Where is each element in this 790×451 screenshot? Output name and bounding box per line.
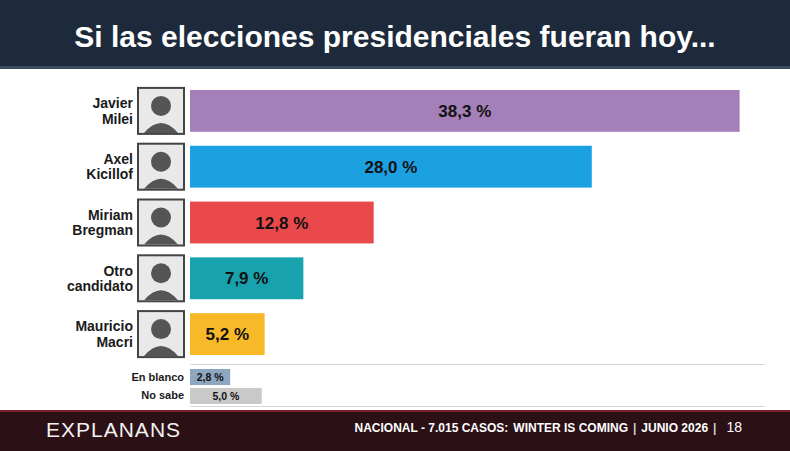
- bar: [190, 257, 303, 299]
- data-labels: 38,3 % 28,0 % 12,8 % 7,9 % 5,2 %: [206, 102, 492, 344]
- candidate-photo: [138, 144, 184, 190]
- footer-part: JUNIO 2026: [641, 421, 708, 435]
- photo-body: [144, 179, 178, 189]
- bars: [190, 90, 740, 355]
- category-label-line: Otro: [103, 263, 133, 279]
- data-label: 38,3 %: [438, 102, 491, 121]
- photo-head: [151, 96, 171, 116]
- x-axis: [191, 406, 765, 407]
- category-label-line: Bregman: [72, 222, 133, 238]
- bars: [190, 369, 262, 404]
- chart-title: Si las elecciones presidenciales fueran …: [74, 20, 715, 53]
- bar: [190, 313, 265, 355]
- footer-part: |: [633, 421, 636, 435]
- footer-part: |: [713, 421, 716, 435]
- footer-part: NACIONAL - 7.015 CASOS:: [355, 421, 509, 435]
- category-label: JavierMilei: [93, 95, 134, 126]
- category-label-line: Milei: [102, 111, 133, 127]
- category-label: AxelKicillof: [86, 151, 133, 182]
- bar: [190, 146, 592, 188]
- bar: [190, 90, 740, 132]
- candidate-photo: [138, 311, 184, 357]
- category-label: MiriamBregman: [72, 207, 133, 238]
- category-label-line: Javier: [93, 95, 134, 111]
- chart-1: En blanco No sabe 2,8 % 5,0 %: [131, 369, 764, 407]
- x-axis-line: [191, 406, 765, 407]
- category-label-line: candidato: [67, 278, 133, 294]
- category-label-line: Macri: [96, 334, 133, 350]
- data-label: 12,8 %: [255, 214, 308, 233]
- bar: [190, 388, 262, 404]
- footer-band: [0, 410, 790, 451]
- y-tick: MiriamBregman: [72, 207, 133, 238]
- x-axis-line: [191, 364, 765, 365]
- photo-body: [144, 123, 178, 133]
- candidate-photo: [138, 200, 184, 246]
- photo-frame: [138, 88, 184, 134]
- photo-body: [144, 235, 178, 245]
- chart-0: JavierMilei AxelKicillof MiriamBregman Otro…: [67, 88, 765, 365]
- y-axis: JavierMilei AxelKicillof MiriamBregman Otro…: [67, 95, 134, 350]
- footer-brand: EXPLANANS: [46, 418, 181, 441]
- data-label: 7,9 %: [225, 269, 268, 288]
- photo-body: [144, 346, 178, 356]
- y-tick: JavierMilei: [93, 95, 134, 126]
- y-axis: En blanco No sabe: [131, 371, 184, 402]
- photo-body: [144, 290, 178, 300]
- bar: [190, 202, 374, 244]
- photo-head: [151, 152, 171, 172]
- data-label: 2,8 %: [197, 371, 225, 383]
- data-label: 5,0 %: [212, 390, 240, 402]
- footer-part: WINTER IS COMING: [513, 421, 628, 435]
- category-label: MauricioMacri: [75, 318, 133, 349]
- category-label: En blanco: [131, 371, 184, 383]
- footer-rule: [0, 410, 790, 412]
- photo-head: [151, 319, 171, 339]
- photo-head: [151, 208, 171, 228]
- category-label: No sabe: [141, 389, 184, 401]
- header-rule: [0, 66, 790, 69]
- photo-frame: [138, 144, 184, 190]
- y-tick: MauricioMacri: [75, 318, 133, 349]
- candidate-photo: [138, 255, 184, 301]
- footer-part: 18: [726, 419, 742, 435]
- category-label-line: Kicillof: [86, 166, 133, 182]
- bar: [190, 369, 230, 385]
- photos: [138, 88, 184, 357]
- y-tick: AxelKicillof: [86, 151, 133, 182]
- data-label: 5,2 %: [206, 325, 249, 344]
- photo-frame: [138, 255, 184, 301]
- footer-info: NACIONAL - 7.015 CASOS: WINTER IS COMING |…: [355, 419, 743, 435]
- photo-frame: [138, 200, 184, 246]
- photo-head: [151, 263, 171, 283]
- x-axis: [191, 364, 765, 365]
- candidate-photo: [138, 88, 184, 134]
- chart-root: Si las elecciones presidenciales fueran …: [0, 0, 790, 451]
- header-band: [0, 0, 790, 68]
- category-label-line: Axel: [103, 151, 133, 167]
- data-label: 28,0 %: [364, 158, 417, 177]
- photo-frame: [138, 311, 184, 357]
- y-tick: No sabe: [141, 389, 184, 401]
- category-label-line: Mauricio: [75, 318, 133, 334]
- y-tick: Otrocandidato: [67, 263, 133, 294]
- y-tick: En blanco: [131, 371, 184, 383]
- category-label: Otrocandidato: [67, 263, 133, 294]
- category-label-line: Miriam: [88, 207, 133, 223]
- data-labels: 2,8 % 5,0 %: [197, 371, 240, 402]
